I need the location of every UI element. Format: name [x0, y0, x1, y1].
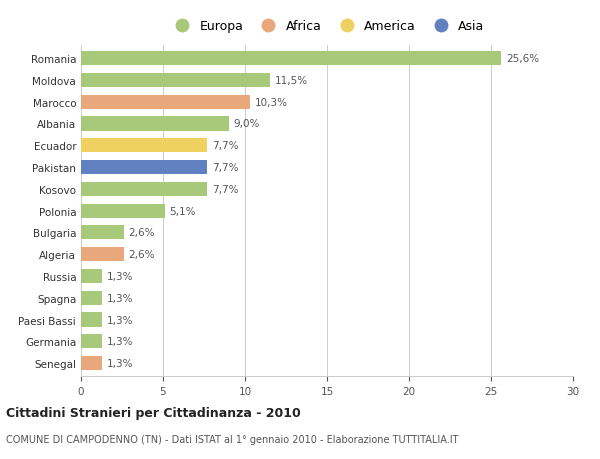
Text: 7,7%: 7,7%: [212, 185, 239, 195]
Bar: [81, 335, 103, 349]
Text: 5,1%: 5,1%: [170, 206, 196, 216]
Text: 1,3%: 1,3%: [107, 315, 134, 325]
Bar: [81, 73, 269, 88]
Text: Cittadini Stranieri per Cittadinanza - 2010: Cittadini Stranieri per Cittadinanza - 2…: [6, 406, 301, 419]
Text: COMUNE DI CAMPODENNO (TN) - Dati ISTAT al 1° gennaio 2010 - Elaborazione TUTTITA: COMUNE DI CAMPODENNO (TN) - Dati ISTAT a…: [6, 434, 458, 444]
Text: 2,6%: 2,6%: [128, 228, 155, 238]
Text: 1,3%: 1,3%: [107, 293, 134, 303]
Bar: [81, 356, 103, 370]
Bar: [81, 226, 124, 240]
Text: 9,0%: 9,0%: [233, 119, 260, 129]
Text: 1,3%: 1,3%: [107, 271, 134, 281]
Bar: [81, 182, 207, 196]
Text: 10,3%: 10,3%: [255, 97, 288, 107]
Bar: [81, 204, 164, 218]
Text: 25,6%: 25,6%: [506, 54, 539, 64]
Bar: [81, 269, 103, 284]
Text: 2,6%: 2,6%: [128, 250, 155, 260]
Bar: [81, 161, 207, 175]
Bar: [81, 291, 103, 305]
Bar: [81, 247, 124, 262]
Legend: Europa, Africa, America, Asia: Europa, Africa, America, Asia: [169, 20, 485, 33]
Text: 7,7%: 7,7%: [212, 141, 239, 151]
Bar: [81, 313, 103, 327]
Text: 11,5%: 11,5%: [275, 76, 308, 86]
Text: 1,3%: 1,3%: [107, 336, 134, 347]
Bar: [81, 139, 207, 153]
Text: 1,3%: 1,3%: [107, 358, 134, 368]
Bar: [81, 52, 501, 66]
Text: 7,7%: 7,7%: [212, 162, 239, 173]
Bar: [81, 117, 229, 131]
Bar: [81, 95, 250, 110]
